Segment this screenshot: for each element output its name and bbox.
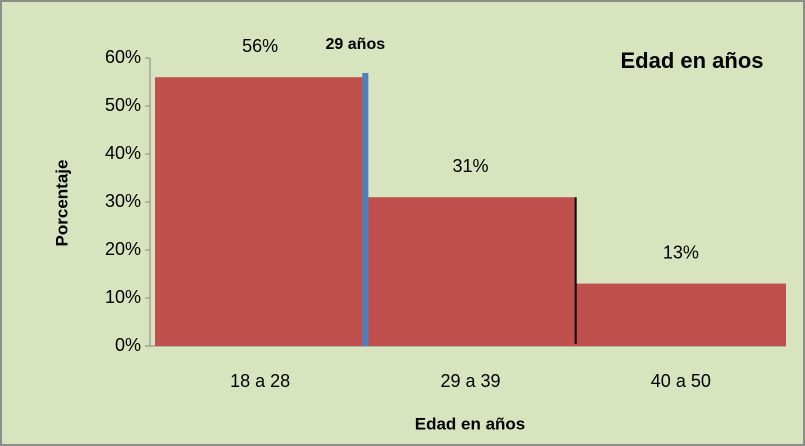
data-label: 13% <box>663 242 699 262</box>
x-tick-label: 40 a 50 <box>651 371 711 391</box>
bar <box>365 197 576 346</box>
y-tick-label: 10% <box>105 287 141 307</box>
y-tick-label: 40% <box>105 143 141 163</box>
chart-title: Edad en años <box>620 48 763 73</box>
y-tick-label: 50% <box>105 95 141 115</box>
x-axis-label: Edad en años <box>415 414 526 433</box>
y-tick-label: 30% <box>105 191 141 211</box>
annotation: 29 años <box>326 36 386 53</box>
bar <box>155 77 366 346</box>
y-tick-label: 0% <box>115 335 141 355</box>
x-tick-label: 29 a 39 <box>440 371 500 391</box>
data-label: 31% <box>452 156 488 176</box>
x-tick-label: 18 a 28 <box>230 371 290 391</box>
y-tick-label: 20% <box>105 239 141 259</box>
y-tick-label: 60% <box>105 47 141 67</box>
bar <box>575 283 786 346</box>
y-axis-label: Porcentaje <box>52 160 71 247</box>
data-label: 56% <box>242 36 278 56</box>
